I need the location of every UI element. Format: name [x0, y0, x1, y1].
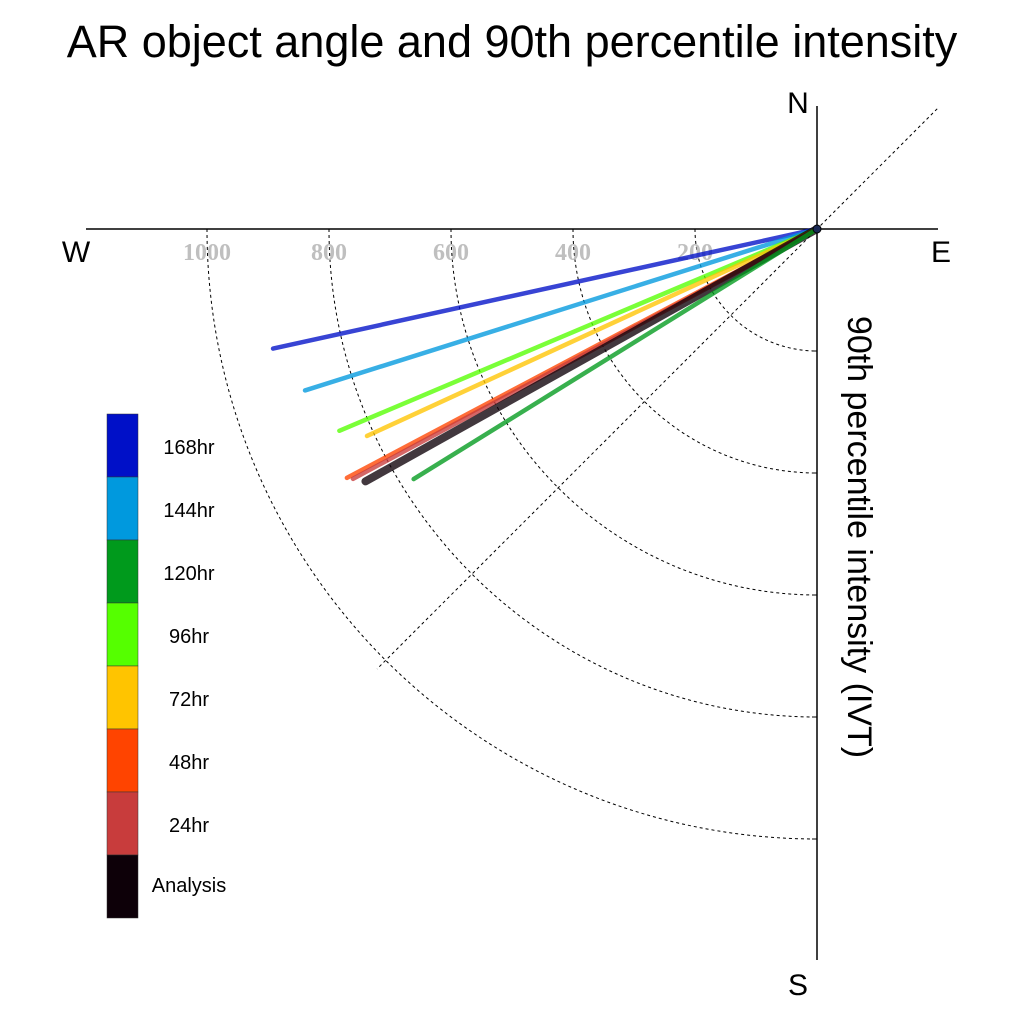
compass-west-label: W	[62, 236, 91, 269]
radial-tick-label: 400	[555, 240, 591, 266]
legend-swatch	[106, 854, 139, 919]
vector-96hr	[337, 226, 820, 434]
legend-label: 120hr	[163, 563, 214, 585]
compass-east-label: E	[931, 236, 951, 269]
axes	[86, 106, 938, 960]
legend-swatch	[106, 791, 139, 856]
radial-axis-label: 90th percentile intensity (IVT)	[840, 316, 878, 758]
origin-marker	[812, 224, 822, 234]
chart-title: AR object angle and 90th percentile inte…	[67, 16, 958, 67]
grid	[206, 108, 938, 840]
legend-swatch	[106, 728, 139, 793]
legend-label: 96hr	[169, 626, 209, 648]
legend-swatch	[106, 539, 139, 604]
legend-label: 48hr	[169, 752, 209, 774]
radial-tick-label: 800	[311, 240, 347, 266]
grid-arc	[206, 228, 818, 840]
vector-120hr	[411, 226, 820, 482]
legend-label: 144hr	[163, 500, 214, 522]
vector-144hr	[302, 226, 820, 393]
compass-south-label: S	[788, 969, 808, 1002]
grid-diagonal	[376, 108, 938, 670]
legend-label: Analysis	[152, 875, 226, 897]
vector-72hr	[364, 226, 820, 439]
vector-analysis	[361, 225, 821, 486]
legend: 168hr 144hr 120hr 96hr 72hr 48hr 24hr Analysis	[106, 413, 226, 919]
compass-north-label: N	[787, 87, 809, 120]
grid-arc	[328, 228, 818, 718]
legend-label: 72hr	[169, 689, 209, 711]
legend-label: 168hr	[163, 437, 214, 459]
legend-label: 24hr	[169, 815, 209, 837]
legend-swatch	[106, 413, 139, 478]
legend-swatch	[106, 602, 139, 667]
grid-arc	[572, 228, 818, 474]
radial-tick-label: 600	[433, 240, 469, 266]
series-vectors	[270, 224, 822, 486]
legend-swatch	[106, 665, 139, 730]
vector-168hr	[270, 226, 820, 351]
legend-swatch	[106, 476, 139, 541]
radial-tick-label: 1000	[183, 240, 231, 266]
grid-arc	[450, 228, 818, 596]
